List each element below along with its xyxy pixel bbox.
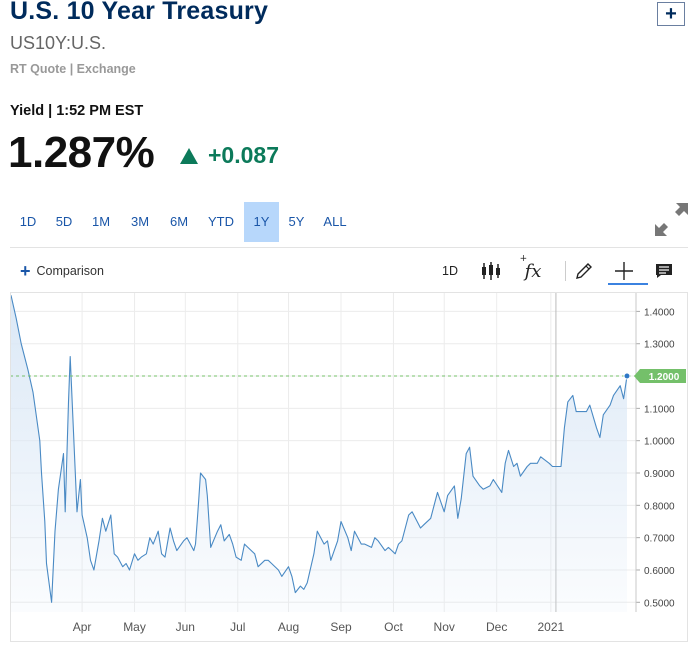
interval-selector[interactable]: 1D	[442, 264, 458, 278]
x-tick-label: Aug	[278, 620, 299, 634]
reference-label-badge	[634, 369, 686, 384]
range-selector: 1D 5D 1M 3M 6M YTD 1Y 5Y ALL	[10, 202, 356, 242]
range-5y[interactable]: 5Y	[288, 214, 305, 229]
y-tick-label: 1.1000	[644, 404, 675, 415]
x-tick-label: Jun	[176, 620, 195, 634]
y-tick-label: 0.5000	[644, 598, 675, 609]
reference-label: 1.2000	[649, 372, 680, 383]
page-title: U.S. 10 Year Treasury	[10, 0, 269, 25]
x-tick-label: 2021	[537, 620, 564, 634]
triangle-up-icon	[180, 147, 198, 164]
last-price: 1.287%	[8, 128, 155, 177]
plus-icon: +	[20, 261, 31, 281]
x-tick-label: Oct	[384, 620, 403, 634]
y-tick-label: 0.9000	[644, 469, 675, 480]
y-tick-label: 0.6000	[644, 566, 675, 577]
chart-area[interactable]: Apr May Jun Jul Aug Sep Oct Nov Dec 2021 1.4000 1.3…	[10, 292, 688, 642]
series-line	[10, 295, 628, 603]
y-tick-label: 1.3000	[644, 340, 675, 351]
x-tick-label: Dec	[486, 620, 507, 634]
comment-icon[interactable]	[652, 258, 676, 284]
x-tick-label: Sep	[330, 620, 352, 634]
last-point-marker	[623, 372, 631, 380]
price-change: +0.087	[180, 142, 279, 169]
range-3m[interactable]: 3M	[130, 214, 150, 229]
x-tick-label: Jul	[230, 620, 245, 634]
x-tick-label: May	[123, 620, 146, 634]
yield-chart[interactable]: Apr May Jun Jul Aug Sep Oct Nov Dec 2021 1.4000 1.3…	[10, 292, 688, 642]
expand-icon[interactable]	[652, 200, 690, 238]
range-5d[interactable]: 5D	[55, 214, 73, 229]
series-area	[11, 295, 627, 612]
toolbar-separator	[565, 261, 566, 281]
crosshair-icon[interactable]	[612, 258, 636, 284]
function-icon[interactable]: + fx	[519, 253, 542, 282]
range-1d[interactable]: 1D	[19, 214, 37, 229]
add-to-watchlist-button[interactable]: +	[657, 2, 685, 26]
y-tick-label: 0.7000	[644, 534, 675, 545]
yield-timestamp: Yield | 1:52 PM EST	[10, 103, 144, 119]
y-tick-label: 1.0000	[644, 437, 675, 448]
quote-source: RT Quote | Exchange	[10, 62, 136, 76]
y-tick-label: 0.8000	[644, 501, 675, 512]
price-change-value: +0.087	[208, 142, 279, 168]
range-1y[interactable]: 1Y	[244, 202, 279, 242]
range-1m[interactable]: 1M	[91, 214, 111, 229]
active-tool-indicator	[608, 283, 648, 285]
x-tick-label: Apr	[73, 620, 92, 634]
pencil-icon[interactable]	[572, 258, 596, 284]
fx-label: fx	[524, 260, 542, 282]
range-ytd[interactable]: YTD	[208, 214, 234, 229]
comparison-label: Comparison	[36, 264, 104, 278]
candlestick-icon[interactable]	[478, 258, 504, 284]
comparison-button[interactable]: + Comparison	[20, 262, 104, 280]
range-all[interactable]: ALL	[323, 214, 347, 229]
divider	[10, 247, 688, 248]
x-tick-label: Nov	[434, 620, 455, 634]
range-6m[interactable]: 6M	[169, 214, 189, 229]
ticker-symbol: US10Y:U.S.	[10, 33, 107, 53]
y-tick-label: 1.4000	[644, 307, 675, 318]
